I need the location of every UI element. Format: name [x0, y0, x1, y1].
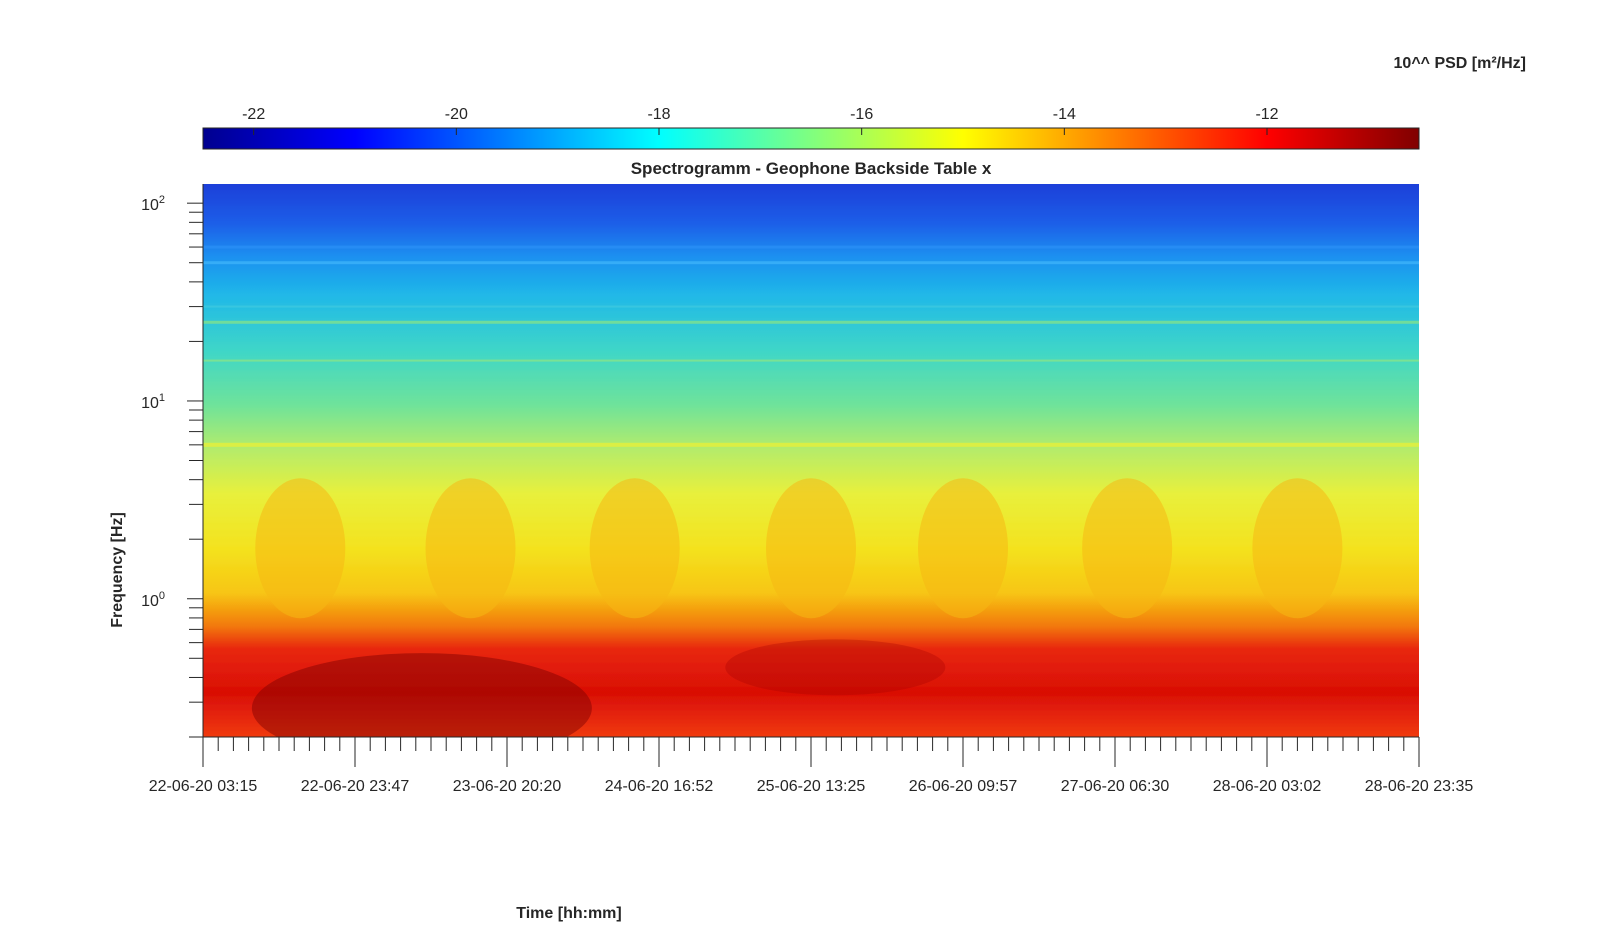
frequency-band	[203, 305, 1419, 308]
x-tick-label: 28-06-20 23:35	[1365, 778, 1474, 795]
y-axis: 100 101 102	[141, 184, 204, 738]
daytime-noise-region	[425, 478, 516, 619]
x-tick-label: 25-06-20 13:25	[757, 778, 866, 795]
daytime-noise-region	[589, 478, 680, 619]
x-tick-label: 22-06-20 03:15	[149, 778, 258, 795]
colorbar-tick-label: -20	[445, 106, 468, 123]
x-tick-label: 28-06-20 03:02	[1213, 778, 1322, 795]
spectrogram-image	[203, 184, 1419, 737]
daytime-noise-region	[1252, 478, 1343, 619]
colorbar-tick-label: -12	[1255, 106, 1278, 123]
y-tick-label: 102	[141, 194, 165, 214]
colorbar-tick-label: -16	[850, 106, 873, 123]
colorbar-tick-label: -14	[1053, 106, 1076, 123]
frequency-band	[203, 442, 1419, 447]
frequency-band	[203, 459, 1419, 462]
y-axis-label: Frequency [Hz]	[109, 512, 126, 628]
frequency-band	[203, 261, 1419, 265]
colorbar-tick-label: -18	[647, 106, 670, 123]
colorbar-gradient	[202, 127, 1420, 150]
x-axis-label: Time [hh:mm]	[516, 905, 621, 922]
chart-title: Spectrogramm - Geophone Backside Table x	[631, 159, 992, 178]
x-tick-label: 24-06-20 16:52	[605, 778, 714, 795]
y-tick-label: 100	[141, 590, 165, 610]
frequency-band	[203, 245, 1419, 249]
daytime-noise-region	[918, 478, 1008, 619]
daytime-noise-region	[255, 478, 346, 619]
high-psd-region	[725, 639, 946, 696]
x-tick-label: 27-06-20 06:30	[1061, 778, 1170, 795]
spectral-features	[203, 245, 1419, 737]
x-tick-label: 23-06-20 20:20	[453, 778, 562, 795]
colorbar: -22 -20 -18 -16 -14 -12 10^^ PSD [m²/Hz]	[202, 55, 1526, 150]
frequency-band	[203, 320, 1419, 324]
daytime-noise-region	[766, 478, 856, 619]
x-tick-label: 22-06-20 23:47	[301, 778, 410, 795]
frequency-band	[203, 359, 1419, 362]
x-tick-label: 26-06-20 09:57	[909, 778, 1018, 795]
x-axis: 22-06-20 03:15 22-06-20 23:47 23-06-20 20:…	[149, 736, 1474, 795]
daytime-noise-region	[1082, 478, 1173, 619]
colorbar-ticks: -22 -20 -18 -16 -14 -12	[242, 106, 1279, 135]
colorbar-tick-label: -22	[242, 106, 265, 123]
high-psd-region	[251, 653, 592, 737]
y-tick-label: 101	[141, 392, 165, 412]
colorbar-unit-label: 10^^ PSD [m²/Hz]	[1394, 55, 1526, 72]
